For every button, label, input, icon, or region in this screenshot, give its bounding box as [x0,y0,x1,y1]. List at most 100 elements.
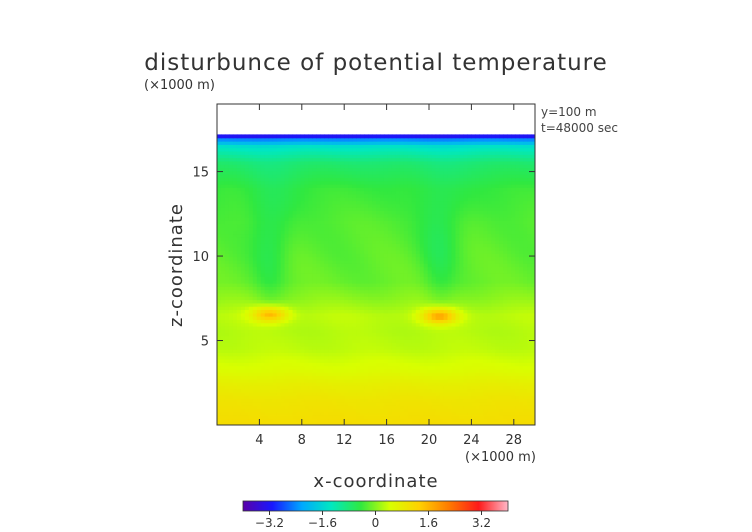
heatmap-cell [368,319,373,324]
heatmap-cell [383,289,389,294]
heatmap-cell [312,306,317,311]
heatmap-cell [352,408,357,413]
heatmap-cell [308,216,313,221]
heatmap-cell [248,269,254,274]
heatmap-cell [399,385,405,390]
heatmap-cell [220,362,226,367]
heatmap-cell [463,335,469,340]
heatmap-cell [276,345,282,350]
heatmap-cell [228,302,234,307]
heatmap-cell [427,269,433,274]
heatmap-cell [332,411,337,416]
heatmap-cell [328,408,333,413]
heatmap-cell [463,279,469,284]
heatmap-cell [423,233,429,238]
heatmap-cell [364,322,369,327]
heatmap-cell [224,345,230,350]
heatmap-cell [288,405,294,410]
heatmap-cell [320,372,325,377]
heatmap-cell [340,243,345,248]
heatmap-cell [507,388,512,393]
heatmap-cell [483,358,488,363]
heatmap-cell [292,256,298,261]
heatmap-cell [415,256,421,261]
heatmap-cell [419,286,425,291]
heatmap-cell [244,355,250,360]
heatmap-cell [372,279,377,284]
heatmap-cell [463,266,469,271]
heatmap-cell [475,418,480,423]
heatmap-cell [487,292,492,297]
heatmap-cell [300,365,306,370]
heatmap-cell [224,329,230,334]
heatmap-cell [312,398,317,403]
heatmap-cell [515,263,520,268]
heatmap-cell [415,365,421,370]
heatmap-cell [217,296,222,301]
heatmap-cell [256,223,262,228]
heatmap-cell [423,236,429,241]
heatmap-cell [256,246,262,251]
heatmap-cell [491,269,496,274]
heatmap-cell [244,415,250,419]
heatmap-cell [236,411,242,416]
heatmap-cell [475,405,480,410]
heatmap-cell [515,240,520,244]
heatmap-cell [344,243,349,248]
heatmap-cell [491,358,496,363]
heatmap-cell [217,249,222,254]
heatmap-cell [296,382,302,386]
heatmap-cell [336,372,341,377]
heatmap-cell [312,408,317,413]
heatmap-cell [280,398,286,403]
heatmap-cell [523,273,528,277]
heatmap-cell [387,269,393,274]
heatmap-cell [248,216,254,221]
heatmap-cell [356,355,361,360]
heatmap-cell [395,355,401,360]
heatmap-cell [292,302,298,307]
heatmap-cell [399,345,405,350]
heatmap-cell [248,345,254,350]
heatmap-cell [399,339,405,344]
heatmap-cell [403,276,409,281]
heatmap-cell [483,289,488,294]
heatmap-cell [383,411,389,416]
heatmap-cell [220,411,226,416]
heatmap-cell [280,378,286,383]
heatmap-cell [352,335,357,340]
heatmap-cell [268,302,274,307]
heatmap-cell [503,283,508,287]
heatmap-cell [511,316,516,320]
heatmap-cell [407,349,413,353]
heatmap-cell [352,421,357,425]
heatmap-cell [399,415,405,419]
heatmap-cell [455,273,461,277]
heatmap-cell [320,299,325,304]
heatmap-cell [443,230,449,235]
heatmap-cell [519,411,524,416]
heatmap-cell [515,256,520,261]
heatmap-cell [479,289,484,294]
heatmap-cell [503,226,508,231]
heatmap-cell [336,349,341,353]
heatmap-cell [217,259,222,264]
heatmap-cell [217,316,222,320]
heatmap-cell [507,405,512,410]
heatmap-cell [491,286,496,291]
heatmap-cell [264,312,270,317]
heatmap-cell [455,220,461,225]
heatmap-cell [523,296,528,301]
heatmap-cell [475,358,480,363]
heatmap-cell [292,385,298,390]
heatmap-cell [475,365,480,370]
heatmap-cell [316,269,321,274]
heatmap-cell [312,269,317,274]
heatmap-cell [519,365,524,370]
heatmap-cell [272,358,278,363]
heatmap-cell [479,236,484,241]
heatmap-cell [419,415,425,419]
heatmap-cell [372,286,377,291]
heatmap-cell [447,349,453,353]
heatmap-cell [344,329,349,334]
